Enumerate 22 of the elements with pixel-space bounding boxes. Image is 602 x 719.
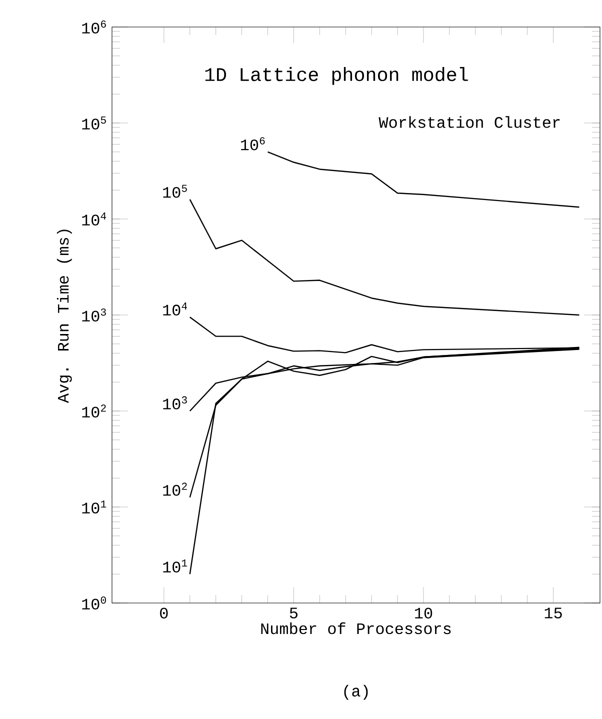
x-tick-label: 15 xyxy=(544,608,562,618)
y-tick-label: 10$^{0}$ xyxy=(82,596,106,610)
text: (a) xyxy=(344,684,368,700)
series-label: 10$^{3}$ xyxy=(163,396,187,410)
y-tick-label: 10$^{3}$ xyxy=(82,308,106,322)
y-axis-title: Avg. Run Time (ms) xyxy=(56,230,72,404)
x-axis-title: Number of Processors xyxy=(261,622,451,634)
text: Workstation Cluster xyxy=(378,116,560,128)
series-label: 10$^{2}$ xyxy=(163,482,187,496)
x-tick-label: 0 xyxy=(160,608,168,619)
text: 1D Lattice phonon model xyxy=(205,67,468,85)
series-label: 10$^{5}$ xyxy=(163,184,187,198)
y-tick-label: 10$^{4}$ xyxy=(82,212,106,226)
y-tick-label: 10$^{5}$ xyxy=(82,116,106,130)
x-tick-label: 10 xyxy=(415,608,432,619)
y-tick-label: 10$^{6}$ xyxy=(82,20,106,34)
series-label: 10$^{1}$ xyxy=(163,560,188,572)
y-tick-label: 10$^{1}$ xyxy=(82,500,106,514)
series-label: 10$^{4}$ xyxy=(163,302,188,316)
x-tick-label: 5 xyxy=(290,608,298,618)
y-tick-label: 10$^{2}$ xyxy=(82,404,106,418)
series-label: 10$^{6}$ xyxy=(241,137,265,150)
